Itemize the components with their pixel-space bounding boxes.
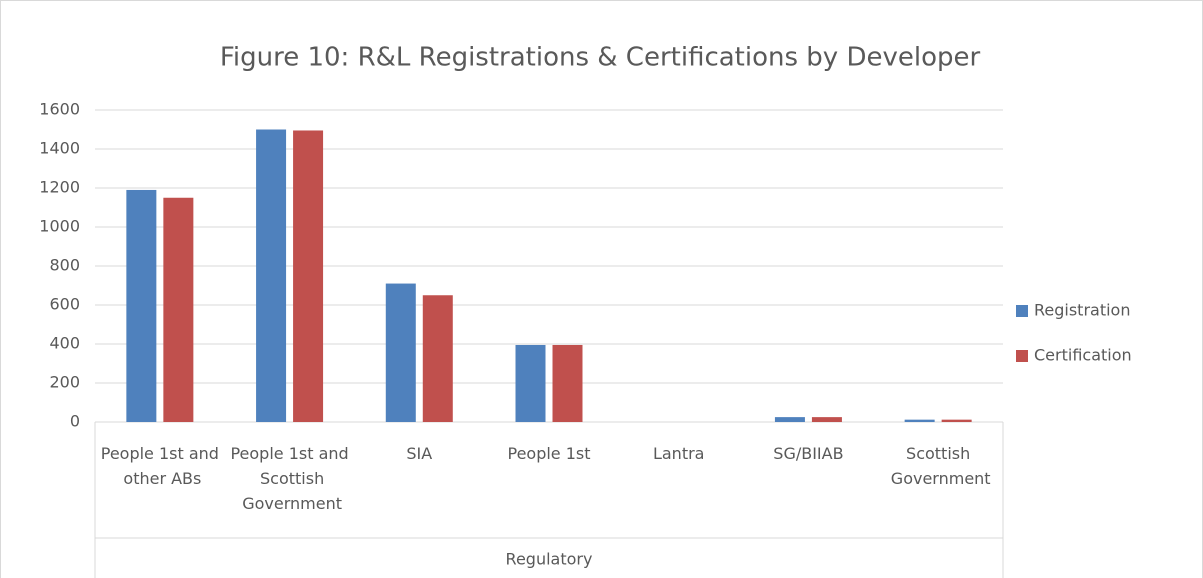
x-tick-label: People 1st and other ABs (101, 444, 219, 488)
y-tick-label: 200 (49, 373, 80, 392)
legend-swatch (1016, 305, 1028, 317)
bar (293, 130, 324, 422)
x-tick-label: Scottish Government (886, 444, 991, 488)
x-tick-label: Lantra (653, 444, 705, 463)
bar (904, 419, 935, 422)
bar (163, 197, 194, 422)
y-tick-label: 1400 (39, 139, 80, 158)
bar (811, 417, 842, 422)
y-tick-label: 0 (70, 412, 80, 431)
bar (941, 419, 972, 422)
x-tick-label: SG/BIIAB (773, 444, 843, 463)
y-tick-label: 400 (49, 334, 80, 353)
bar (774, 417, 805, 422)
y-tick-label: 800 (49, 256, 80, 275)
legend-swatch (1016, 350, 1028, 362)
y-tick-label: 600 (49, 295, 80, 314)
bar (422, 295, 453, 422)
x-tick-label: People 1st and Scottish Government (230, 444, 348, 513)
bar (385, 283, 416, 422)
y-tick-label: 1200 (39, 178, 80, 197)
x-tick-label: SIA (406, 444, 432, 463)
bar (552, 344, 583, 422)
x-tick-label: People 1st (507, 444, 590, 463)
legend-label: Certification (1034, 346, 1132, 365)
bar (126, 189, 157, 422)
legend-label: Registration (1034, 301, 1130, 320)
y-tick-label: 1600 (39, 100, 80, 119)
bar (515, 344, 546, 422)
bar (256, 129, 287, 422)
y-tick-label: 1000 (39, 217, 80, 236)
chart-title: Figure 10: R&L Registrations & Certifica… (220, 43, 981, 73)
group-label: Regulatory (506, 550, 593, 569)
